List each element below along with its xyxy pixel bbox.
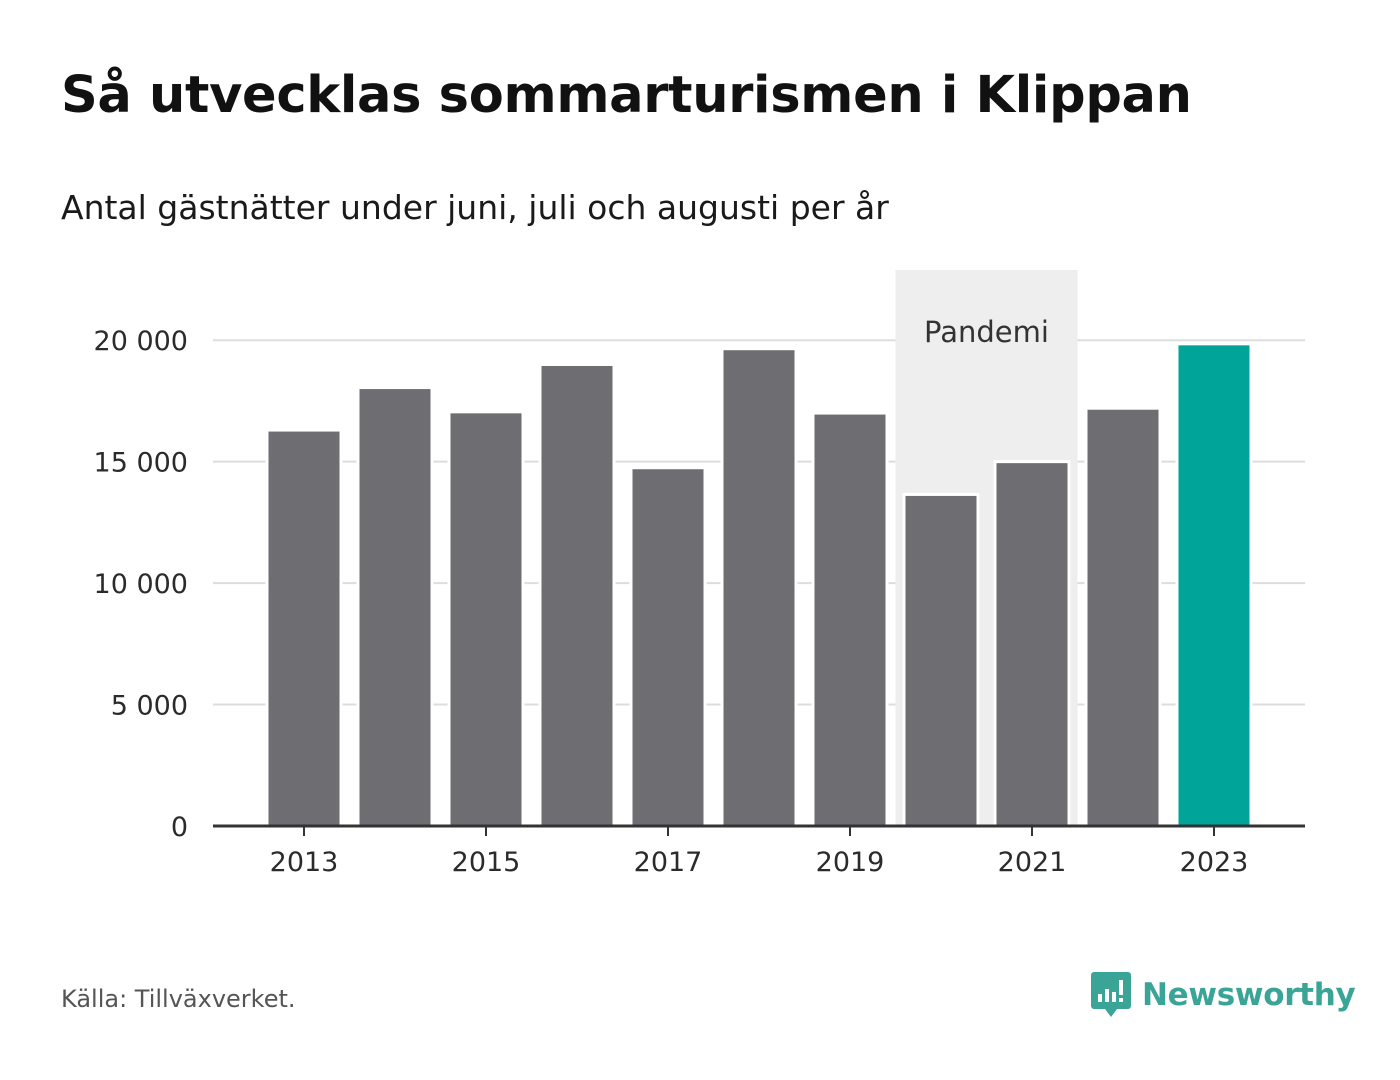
brand-logo: Newsworthy bbox=[1090, 970, 1356, 1020]
bar-2016 bbox=[538, 362, 616, 828]
bar-2013 bbox=[265, 428, 343, 828]
bar-2020 bbox=[902, 492, 980, 828]
axes: 2013 2015 2017 2019 2021 2023 bbox=[213, 824, 1305, 878]
y-tick-label: 0 bbox=[171, 812, 188, 843]
bar-2019 bbox=[811, 411, 889, 828]
x-tick-label: 2023 bbox=[1180, 847, 1249, 878]
bar-2014 bbox=[356, 386, 434, 828]
x-tick-label: 2015 bbox=[452, 847, 521, 878]
x-tick-label: 2021 bbox=[998, 847, 1067, 878]
brand-name: Newsworthy bbox=[1142, 977, 1356, 1013]
bar-2018 bbox=[720, 347, 798, 828]
chart-subtitle: Antal gästnätter under juni, juli och au… bbox=[61, 188, 889, 227]
bar-2017 bbox=[629, 466, 707, 828]
x-tick-label: 2019 bbox=[816, 847, 885, 878]
bar-2015 bbox=[447, 410, 525, 828]
chart-title: Så utvecklas sommarturismen i Klippan bbox=[61, 66, 1192, 125]
source-note: Källa: Tillväxverket. bbox=[61, 985, 296, 1013]
y-tick-label: 20 000 bbox=[94, 326, 188, 357]
y-tick-label: 10 000 bbox=[94, 569, 188, 600]
bar-2022 bbox=[1084, 406, 1162, 828]
y-tick-label: 5 000 bbox=[111, 691, 188, 722]
bar-2023 bbox=[1175, 342, 1253, 828]
bar-2021 bbox=[993, 460, 1071, 828]
pandemic-band-label: Pandemi bbox=[924, 315, 1049, 349]
newsworthy-logo-icon bbox=[1091, 972, 1131, 1017]
x-tick-label: 2017 bbox=[634, 847, 703, 878]
bars bbox=[265, 342, 1253, 828]
x-tick-label: 2013 bbox=[270, 847, 339, 878]
y-tick-label: 15 000 bbox=[94, 448, 188, 479]
